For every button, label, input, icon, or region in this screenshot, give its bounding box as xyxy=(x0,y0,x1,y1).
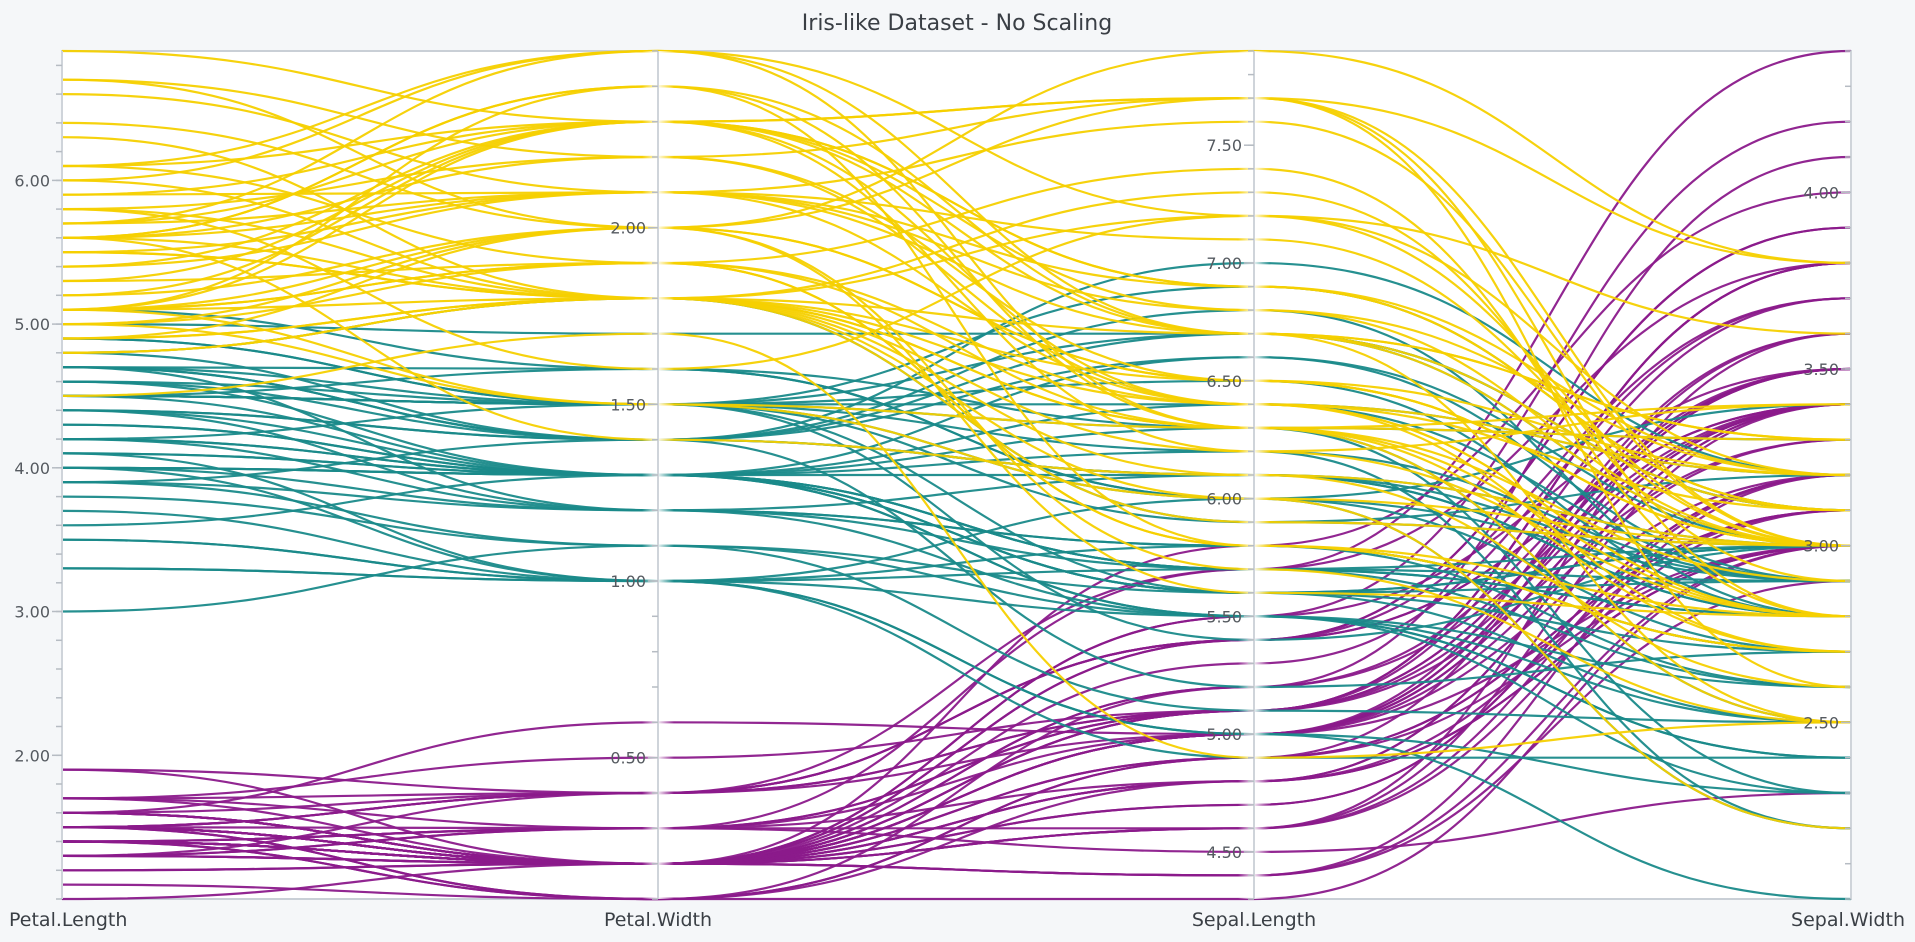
tick-label-Petal.Width: 1.00 xyxy=(610,572,646,591)
tick-label-Sepal.Length: 5.00 xyxy=(1206,725,1242,744)
data-line-s2-r49 xyxy=(61,297,1852,547)
tick-label-Petal.Length: 3.00 xyxy=(14,603,50,622)
axis-name-Sepal.Length: Sepal.Length xyxy=(1192,909,1316,931)
axis-name-Sepal.Width: Sepal.Width xyxy=(1791,909,1905,931)
data-line-s0-r32 xyxy=(61,155,1852,901)
data-line-s1-r31 xyxy=(61,509,1852,759)
data-line-s2-r29 xyxy=(61,208,1852,547)
data-line-s2-r21 xyxy=(61,226,1852,618)
data-line-s0-r31 xyxy=(61,403,1852,829)
data-line-s1-r48 xyxy=(61,544,1852,724)
data-line-s2-r9 xyxy=(61,49,1852,335)
tick-label-Petal.Length: 2.00 xyxy=(14,746,50,765)
data-line-s2-r6 xyxy=(61,332,1852,759)
data-line-s2-r27 xyxy=(61,297,1852,547)
data-line-s2-r25 xyxy=(61,179,1852,477)
data-line-s2-r48 xyxy=(61,120,1852,453)
data-line-s0-r13 xyxy=(61,544,1852,901)
data-line-s2-r34 xyxy=(61,236,1852,689)
data-lines xyxy=(61,49,1852,901)
data-line-s2-r43 xyxy=(61,120,1852,477)
data-line-s2-r46 xyxy=(61,261,1852,724)
data-line-s2-r17 xyxy=(61,78,1852,265)
data-line-s2-r33 xyxy=(61,308,1852,618)
tick-label-Sepal.Length: 6.00 xyxy=(1206,490,1242,509)
tick-label-Petal.Length: 6.00 xyxy=(14,171,50,190)
tick-label-Sepal.Length: 7.50 xyxy=(1206,136,1242,155)
data-line-s1-r35 xyxy=(61,367,1852,500)
tick-label-Petal.Width: 1.50 xyxy=(610,395,646,414)
data-line-s1-r42 xyxy=(61,466,1852,689)
chart-title: Iris-like Dataset - No Scaling xyxy=(802,11,1112,36)
data-line-s2-r15 xyxy=(61,120,1852,477)
tick-label-Petal.Width: 2.00 xyxy=(610,219,646,238)
data-line-s1-r39 xyxy=(61,466,1852,724)
data-line-s2-r41 xyxy=(61,120,1852,512)
data-line-s0-r41 xyxy=(61,791,1852,857)
data-line-s2-r32 xyxy=(61,155,1852,618)
data-line-s2-r35 xyxy=(61,96,1852,547)
data-line-s1-r37 xyxy=(61,409,1852,795)
data-line-s2-r38 xyxy=(61,297,1852,547)
data-line-s1-r25 xyxy=(61,356,1852,547)
tick-label-Sepal.Length: 6.50 xyxy=(1206,372,1242,391)
data-line-s2-r30 xyxy=(61,164,1852,618)
tick-label-Sepal.Width: 2.50 xyxy=(1803,713,1839,732)
tick-label-Sepal.Length: 4.50 xyxy=(1206,843,1242,862)
tick-label-Sepal.Width: 3.00 xyxy=(1803,537,1839,556)
tick-label-Petal.Width: 0.50 xyxy=(610,749,646,768)
data-line-s0-r45 xyxy=(61,544,1852,843)
tick-label-Petal.Length: 5.00 xyxy=(14,315,50,334)
data-line-s2-r47 xyxy=(61,226,1852,547)
data-line-s2-r5 xyxy=(61,93,1852,547)
tick-label-Petal.Length: 4.00 xyxy=(14,459,50,478)
data-line-s0-r37 xyxy=(61,332,1852,901)
data-line-s2-r8 xyxy=(61,208,1852,724)
data-line-s1-r19 xyxy=(61,481,1852,724)
tick-label-Sepal.Length: 7.00 xyxy=(1206,254,1242,273)
tick-label-Sepal.Width: 3.50 xyxy=(1803,360,1839,379)
data-line-s2-r12 xyxy=(61,191,1852,547)
data-line-s2-r13 xyxy=(61,226,1852,724)
axes: 2.00 3.00 4.00 5.00 6.00 Petal.Length 0.50 1.00… xyxy=(9,50,1905,931)
data-line-s2-r22 xyxy=(61,78,1852,618)
data-line-s1-r45 xyxy=(61,438,1852,571)
data-line-s0-r49 xyxy=(61,438,1852,865)
data-line-s1-r47 xyxy=(61,423,1852,583)
data-line-s2-r40 xyxy=(61,85,1852,512)
data-line-s1-r40 xyxy=(61,409,1852,689)
data-line-s1-r23 xyxy=(61,366,1852,618)
data-line-s2-r37 xyxy=(61,251,1852,512)
data-line-s2-r42 xyxy=(61,261,1852,653)
data-line-s1-r29 xyxy=(61,538,1852,689)
data-line-s0-r26 xyxy=(61,403,1852,814)
data-line-s2-r31 xyxy=(61,49,1852,265)
axis-name-Petal.Length: Petal.Length xyxy=(9,909,127,931)
data-line-s2-r45 xyxy=(61,120,1852,547)
tick-label-Sepal.Width: 4.00 xyxy=(1803,183,1839,202)
data-line-s1-r49 xyxy=(61,452,1852,618)
axis-name-Petal.Width: Petal.Width xyxy=(604,909,712,931)
data-line-s2-r44 xyxy=(61,49,1852,441)
tick-label-Sepal.Length: 5.50 xyxy=(1206,607,1242,626)
